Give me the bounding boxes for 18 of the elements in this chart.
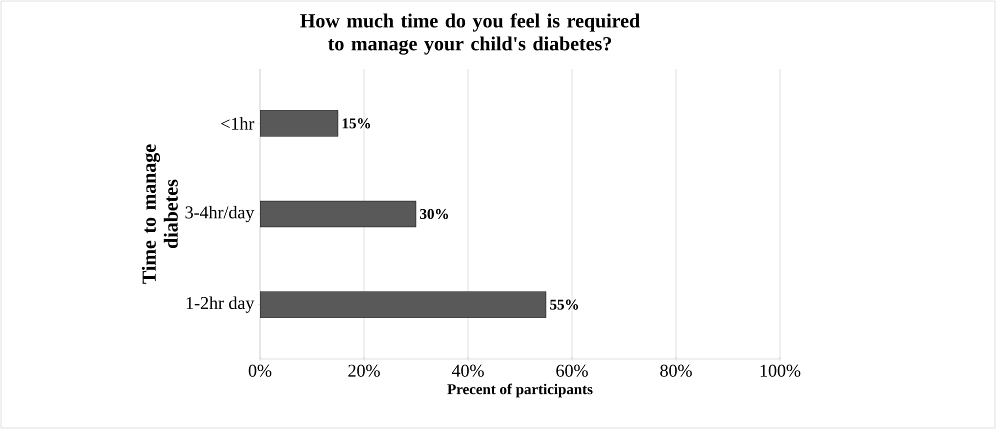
data-label: 30% (420, 208, 448, 220)
y-tick-label: <1hr (221, 117, 254, 130)
x-tick-label: 20% (348, 364, 380, 377)
x-axis-title: Precent of participants (447, 384, 593, 398)
chart-title: How much time do you feel is required to manage your child's diabetes? (300, 13, 640, 55)
x-tick-label: 0% (248, 364, 272, 377)
x-tick-label: 100% (760, 364, 800, 377)
x-tick-label: 60% (556, 364, 588, 377)
bar (260, 291, 546, 318)
data-label: 55% (550, 300, 578, 310)
y-tick-label: 3-4hr/day (186, 206, 254, 222)
y-axis-title: Time to manage diabetes (142, 144, 178, 284)
bar (260, 110, 338, 137)
x-tick-label: 40% (452, 364, 484, 377)
data-label: 15% (342, 118, 370, 128)
y-tick-label: 1-2hr day (186, 296, 254, 313)
x-tick-label: 80% (660, 364, 692, 377)
bar (260, 200, 416, 228)
